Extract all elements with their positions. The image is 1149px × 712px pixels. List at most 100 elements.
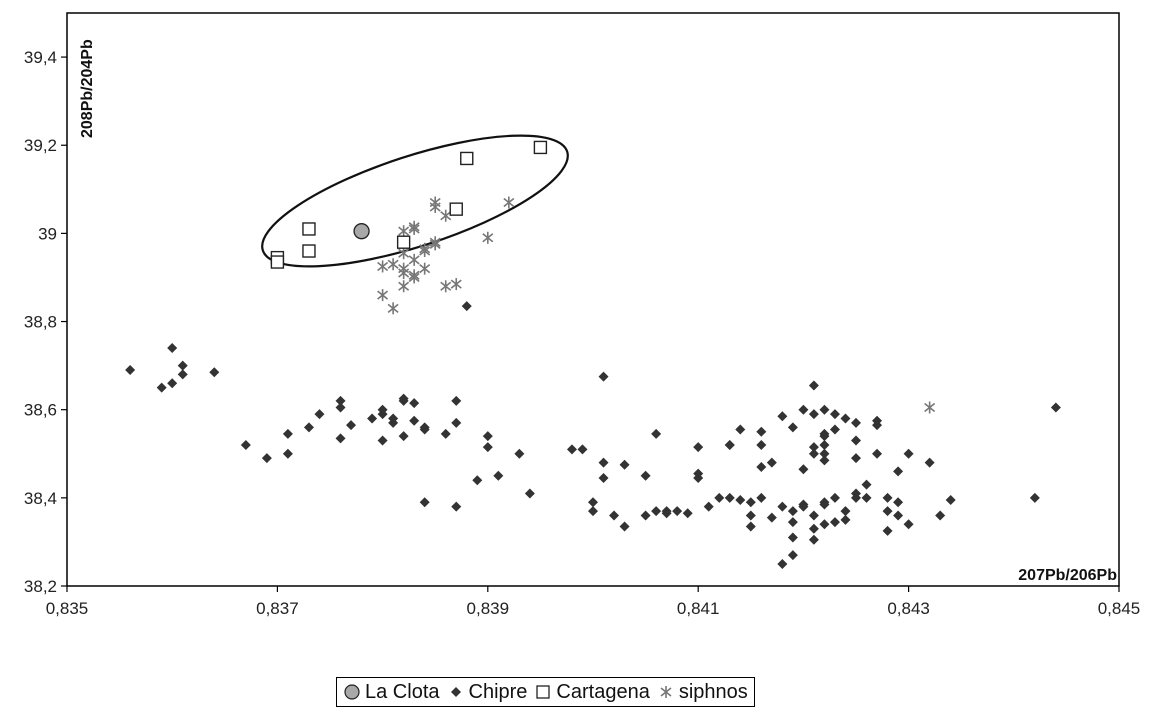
point-chipre — [851, 453, 861, 464]
point-chipre — [851, 488, 861, 499]
point-chipre — [167, 342, 178, 353]
point-chipre — [893, 497, 904, 508]
legend-label: Cartagena — [556, 680, 650, 703]
point-chipre — [724, 492, 735, 503]
point-chipre — [808, 523, 819, 534]
y-axis: 38,2 38,4 38,6 38,8 39 39,2 39,4 — [24, 48, 67, 596]
circle-marker-icon — [344, 684, 360, 700]
x-tick-label: 0,835 — [46, 599, 89, 618]
point-chipre — [840, 413, 851, 424]
point-chipre — [924, 457, 935, 468]
y-tick-label: 39,2 — [24, 136, 57, 155]
point-chipre — [777, 501, 788, 512]
y-tick-label: 38,4 — [24, 489, 57, 508]
point-chipre — [808, 380, 819, 391]
point-chipre — [882, 506, 893, 517]
point-chipre — [640, 510, 651, 521]
point-chipre — [787, 517, 798, 528]
diamond-marker-icon — [450, 687, 461, 697]
point-chipre — [851, 435, 861, 446]
point-siphnos — [377, 289, 389, 302]
point-cartagena — [396, 235, 411, 249]
point-chipre — [872, 448, 883, 459]
point-chipre — [419, 424, 430, 435]
point-chipre — [619, 521, 630, 532]
point-chipre — [735, 495, 746, 506]
point-chipre — [872, 420, 883, 431]
point-chipre — [735, 424, 746, 435]
point-chipre — [588, 506, 598, 517]
point-siphnos — [398, 225, 410, 238]
square-marker-icon — [536, 685, 551, 699]
point-siphnos — [429, 238, 441, 251]
y-axis-title: 208Pb/204Pb — [79, 39, 96, 138]
point-chipre — [798, 464, 809, 475]
point-chipre — [514, 448, 525, 459]
x-tick-label: 0,845 — [1098, 599, 1141, 618]
point-chipre — [882, 492, 893, 503]
legend-item-chipre: Chipre — [447, 680, 528, 704]
point-chipre — [167, 378, 178, 389]
x-axis: 0,835 0,837 0,839 0,841 0,843 0,845 — [46, 586, 1141, 618]
point-chipre — [777, 411, 788, 422]
point-chipre — [1050, 402, 1061, 413]
point-chipre — [209, 367, 220, 378]
point-chipre — [829, 517, 840, 528]
point-chipre — [945, 495, 956, 506]
point-chipre — [714, 492, 725, 503]
point-siphnos — [419, 242, 431, 255]
point-chipre — [893, 466, 904, 477]
point-chipre — [903, 448, 914, 459]
point-cartagena — [302, 222, 316, 236]
point-cartagena — [449, 202, 463, 216]
cluster-ellipse — [261, 134, 569, 268]
x-tick-label: 0,843 — [887, 599, 930, 618]
point-chipre — [682, 508, 693, 519]
point-siphnos — [450, 278, 462, 291]
legend-label: Chipre — [468, 680, 528, 703]
point-chipre — [798, 404, 809, 415]
point-chipre — [524, 488, 535, 499]
point-siphnos — [377, 260, 389, 273]
point-chipre — [398, 431, 409, 442]
point-chipre — [882, 525, 893, 536]
point-siphnos — [408, 220, 420, 233]
point-siphnos — [419, 262, 431, 275]
legend-label: siphnos — [678, 680, 748, 703]
point-chipre — [451, 417, 462, 428]
point-chipre — [367, 413, 378, 424]
point-chipre — [808, 442, 819, 453]
point-chipre — [819, 455, 830, 466]
point-chipre — [819, 519, 830, 530]
point-chipre — [598, 457, 609, 468]
point-chipre — [282, 428, 293, 439]
legend: La Clota Chipre Cartagena siphnos — [336, 677, 755, 707]
point-chipre — [177, 369, 188, 380]
point-chipre — [693, 468, 704, 479]
point-chipre — [840, 506, 851, 517]
point-siphnos — [398, 247, 410, 260]
point-chipre — [419, 497, 430, 508]
point-chipre — [282, 448, 293, 459]
point-chipre — [798, 501, 809, 512]
point-chipre — [335, 402, 346, 413]
point-chipre — [335, 395, 346, 406]
point-chipre — [766, 512, 777, 523]
point-chipre — [787, 506, 798, 517]
point-chipre — [472, 475, 483, 486]
point-chipre — [893, 510, 904, 521]
point-chipre — [240, 439, 251, 450]
legend-item-la-clota: La Clota — [343, 681, 440, 704]
point-chipre — [651, 428, 662, 439]
point-chipre — [829, 424, 840, 435]
point-chipre — [482, 431, 493, 442]
point-chipre — [598, 371, 609, 382]
point-chipre — [829, 492, 840, 503]
point-chipre — [808, 534, 819, 545]
x-axis-title: 207Pb/206Pb — [1018, 567, 1117, 584]
data-points — [125, 140, 1061, 569]
point-chipre — [724, 439, 735, 450]
point-cartagena — [460, 151, 474, 166]
y-tick-label: 39,4 — [24, 48, 57, 67]
